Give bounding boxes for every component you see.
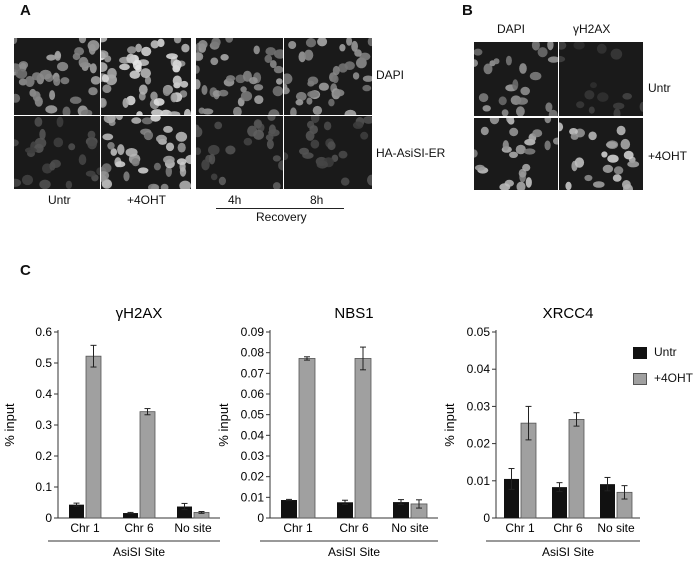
y-tick-label: 0.09 [241, 325, 265, 339]
chart-title: XRCC4 [543, 305, 594, 322]
panel-a-image-ha-8h [284, 116, 372, 189]
panel-a-col-label-8h: 8h [310, 193, 324, 207]
y-tick-label: 0 [483, 511, 490, 525]
x-tick-label: No site [391, 521, 429, 535]
legend-label-4oht: +4OHT [654, 371, 694, 385]
y-tick-label: 0.06 [241, 387, 265, 401]
bar [354, 358, 372, 519]
panel-b-letter: B [462, 2, 473, 19]
image-separator [283, 38, 284, 192]
y-tick-label: 0.03 [467, 399, 491, 413]
panel-b-image-gh2ax-untr [559, 42, 643, 116]
panel-c-letter: C [20, 262, 31, 279]
bar [281, 500, 297, 518]
y-tick-label: 0.02 [467, 437, 491, 451]
panel-a-image-dapi-8h [284, 38, 372, 115]
y-tick-label: 0.04 [241, 428, 265, 442]
y-axis-label: % input [218, 403, 231, 447]
x-axis-label: AsiSI Site [542, 545, 594, 559]
bar [337, 502, 353, 518]
bar [393, 502, 409, 518]
panel-a-image-dapi-4h [196, 38, 283, 115]
y-tick-label: 0.02 [241, 470, 265, 484]
y-tick-label: 0.5 [35, 356, 52, 370]
bar [177, 506, 192, 518]
x-tick-label: No site [597, 521, 635, 535]
y-tick-label: 0.4 [35, 387, 52, 401]
chart-title: NBS1 [334, 305, 373, 322]
legend-swatch-untr [633, 347, 647, 359]
panel-a-image-ha-4oht [101, 116, 191, 189]
x-axis-label: AsiSI Site [328, 545, 380, 559]
y-tick-label: 0.6 [35, 325, 52, 339]
panel-a-group-label-recovery: Recovery [256, 210, 307, 224]
panel-a-image-dapi-4oht [101, 38, 191, 115]
y-tick-label: 0 [257, 511, 264, 525]
chart-xrcc4: XRCC4 0 0.01 0.02 0.03 0.04 0.05 % input Chr 1 Ch… [442, 290, 644, 560]
chart-svg: XRCC4 0 0.01 0.02 0.03 0.04 0.05 % input Chr 1 Ch… [442, 305, 640, 559]
x-tick-label: Chr 1 [505, 521, 535, 535]
bar [298, 358, 316, 519]
x-tick-label: Chr 1 [283, 521, 313, 535]
panel-a-row-label-ha: HA-AsiSI-ER [376, 146, 446, 160]
bar [123, 513, 138, 518]
y-tick-label: 0.01 [241, 490, 265, 504]
x-axis-label: AsiSI Site [113, 545, 165, 559]
chart-svg: NBS1 0 0.01 0.02 0.03 0.04 0.05 0.06 0.07 0.08 0.0… [216, 305, 438, 559]
panel-b-row-label-4oht: +4OHT [648, 149, 688, 163]
bar [568, 419, 585, 519]
y-tick-label: 0.05 [467, 325, 491, 339]
y-tick-label: 0.08 [241, 346, 265, 360]
x-tick-label: Chr 6 [553, 521, 583, 535]
panel-a-image-ha-4h [196, 116, 283, 189]
y-tick-label: 0.1 [35, 480, 52, 494]
panel-b-row-label-untr: Untr [648, 81, 671, 95]
y-tick-label: 0.03 [241, 449, 265, 463]
x-tick-label: Chr 6 [339, 521, 369, 535]
legend-swatch-4oht [633, 373, 647, 385]
chart-gh2ax: γH2AX 0 0.1 0.2 0.3 0.4 0.5 0.6 % input Chr 1 Chr … [0, 290, 232, 560]
y-tick-label: 0.01 [467, 474, 491, 488]
y-axis-label: % input [2, 403, 17, 447]
x-tick-label: Chr 1 [70, 521, 100, 535]
recovery-bracket-line [216, 208, 344, 209]
panel-b-col-label-gh2ax: γH2AX [573, 22, 611, 36]
x-tick-label: No site [174, 521, 212, 535]
panel-a-col-label-untr: Untr [48, 193, 71, 207]
bar [139, 411, 156, 519]
panel-b-image-dapi-untr [474, 42, 558, 116]
y-tick-label: 0.07 [241, 366, 265, 380]
chart-svg: γH2AX 0 0.1 0.2 0.3 0.4 0.5 0.6 % input Chr 1 Chr … [2, 305, 220, 559]
panel-a-image-dapi-untr [14, 38, 100, 115]
y-tick-label: 0.3 [35, 418, 52, 432]
panel-a-letter: A [20, 2, 31, 19]
panel-a-col-label-4h: 4h [228, 193, 242, 207]
panel-a-col-label-4oht: +4OHT [127, 193, 167, 207]
panel-a-row-label-dapi: DAPI [376, 68, 405, 82]
bar [504, 478, 519, 518]
panel-a-image-ha-untr [14, 116, 100, 189]
bar [85, 355, 102, 519]
chart-title: γH2AX [116, 305, 163, 322]
y-tick-label: 0.2 [35, 449, 52, 463]
legend-label-untr: Untr [654, 345, 677, 359]
y-tick-label: 0.04 [467, 362, 491, 376]
image-separator [100, 38, 101, 192]
panel-b-image-dapi-4oht [474, 118, 558, 190]
y-axis-label: % input [444, 403, 457, 447]
x-tick-label: Chr 6 [124, 521, 154, 535]
bar [600, 484, 615, 518]
y-tick-label: 0.05 [241, 408, 265, 422]
chart-nbs1: NBS1 0 0.01 0.02 0.03 0.04 0.05 0.06 0.07 0.08 0.0… [216, 290, 450, 560]
bar [552, 487, 567, 518]
panel-b-image-gh2ax-4oht [559, 118, 643, 190]
y-tick-label: 0 [45, 511, 52, 525]
panel-b-col-label-dapi: DAPI [497, 22, 526, 36]
bar [69, 504, 84, 518]
